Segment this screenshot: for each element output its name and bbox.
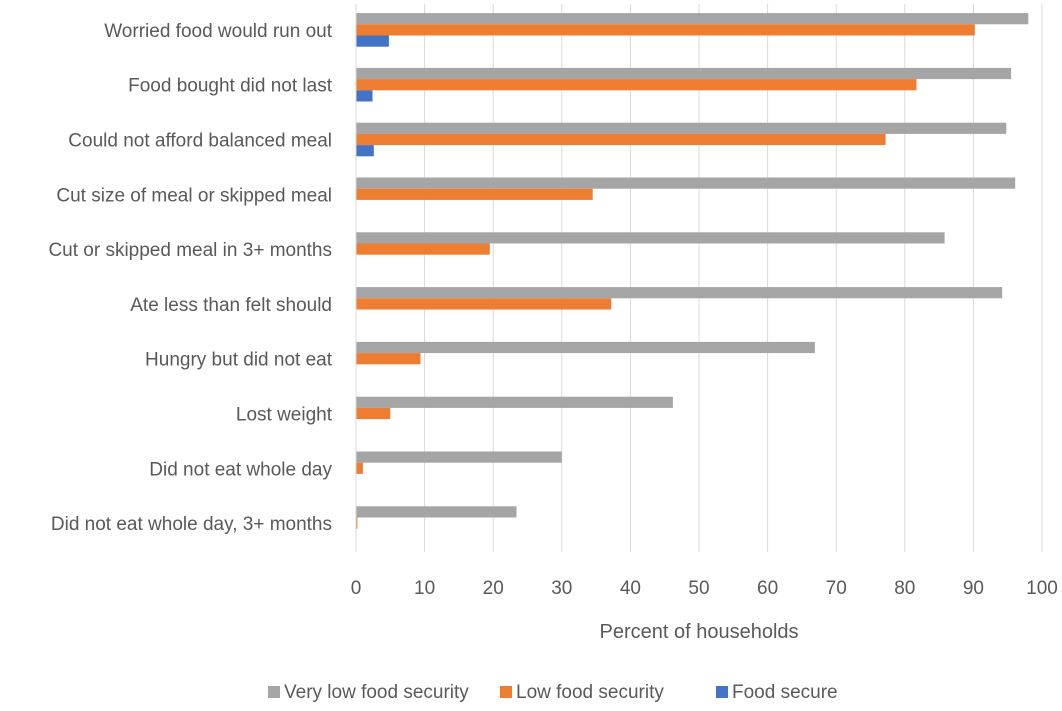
x-tick-label: 30 bbox=[551, 578, 572, 599]
bar bbox=[356, 506, 517, 518]
category-label: Cut size of meal or skipped meal bbox=[56, 185, 332, 206]
x-tick-label: 60 bbox=[757, 578, 778, 599]
bar bbox=[356, 341, 815, 354]
category-label: Did not eat whole day bbox=[149, 459, 332, 480]
category-label: Hungry but did not eat bbox=[145, 350, 333, 371]
legend-swatch bbox=[268, 686, 280, 698]
bar bbox=[356, 188, 593, 200]
x-tick-label: 90 bbox=[963, 578, 984, 599]
bar bbox=[356, 517, 358, 529]
bar bbox=[356, 407, 391, 420]
bar bbox=[356, 353, 421, 365]
bar bbox=[356, 243, 490, 255]
x-tick-label: 20 bbox=[483, 578, 504, 599]
category-label: Ate less than felt should bbox=[130, 295, 332, 316]
category-label: Could not afford balanced meal bbox=[68, 131, 332, 152]
category-label: Worried food would run out bbox=[104, 21, 332, 42]
x-tick-label: 50 bbox=[688, 578, 709, 599]
x-tick-label: 40 bbox=[620, 578, 641, 599]
category-label: Food bought did not last bbox=[128, 76, 333, 97]
bar bbox=[356, 122, 1007, 134]
legend-label: Low food security bbox=[516, 682, 664, 703]
bar bbox=[356, 13, 1029, 25]
legend-label: Very low food security bbox=[284, 682, 469, 703]
x-tick-label: 10 bbox=[414, 578, 435, 599]
legend-swatch bbox=[500, 686, 512, 698]
x-tick-label: 100 bbox=[1026, 578, 1058, 599]
bar bbox=[356, 24, 975, 36]
bar bbox=[356, 67, 1012, 80]
x-tick-label: 0 bbox=[351, 578, 362, 599]
bar bbox=[356, 287, 1003, 299]
bar bbox=[356, 177, 1016, 189]
bar bbox=[356, 232, 945, 244]
bar bbox=[356, 451, 562, 463]
bar bbox=[356, 396, 673, 408]
legend-swatch bbox=[716, 686, 728, 698]
bar bbox=[356, 145, 374, 157]
category-label: Cut or skipped meal in 3+ months bbox=[48, 240, 332, 261]
bar bbox=[356, 35, 389, 47]
bar bbox=[356, 462, 363, 474]
x-tick-label: 80 bbox=[894, 578, 915, 599]
bar bbox=[356, 298, 612, 310]
legend-label: Food secure bbox=[732, 682, 838, 703]
x-axis-title: Percent of households bbox=[599, 621, 798, 643]
bar bbox=[356, 133, 886, 146]
category-label: Lost weight bbox=[236, 405, 333, 426]
bar bbox=[356, 90, 373, 102]
x-tick-label: 70 bbox=[826, 578, 847, 599]
category-label: Did not eat whole day, 3+ months bbox=[51, 514, 332, 535]
bar bbox=[356, 79, 917, 91]
